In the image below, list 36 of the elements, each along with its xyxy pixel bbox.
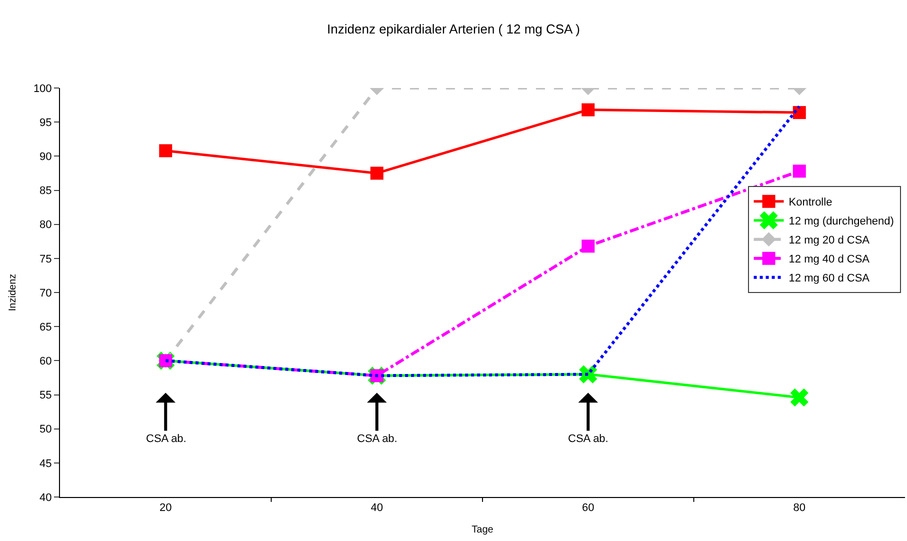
point — [790, 388, 808, 407]
point — [579, 365, 598, 384]
y-tick-label: 40 — [40, 492, 52, 504]
annotation: CSA ab. — [357, 433, 398, 445]
y-tick-label: 60 — [40, 356, 52, 368]
y-tick-label: 45 — [40, 458, 52, 470]
x-tick-label: 60 — [582, 502, 594, 514]
x-tick-label: 20 — [160, 502, 172, 514]
point — [370, 166, 384, 180]
y-tick-label: 95 — [40, 116, 52, 129]
x-tick-label: 80 — [793, 502, 806, 514]
point — [582, 103, 595, 116]
y-tick-label: 85 — [40, 185, 52, 198]
y-tick-label: 75 — [40, 253, 52, 266]
y-tick-label: 70 — [40, 287, 52, 300]
point — [582, 240, 595, 253]
point — [159, 144, 172, 158]
x-axis-title: Tage — [472, 524, 494, 536]
legend-label: 12 mg 40 d CSA — [788, 254, 870, 266]
y-tick-label: 80 — [40, 219, 52, 232]
chart-title: Inzidenz epikardialer Arterien ( 12 mg CSA ) — [327, 21, 580, 36]
annotation: CSA ab. — [146, 433, 186, 445]
x-tick-label: 40 — [370, 502, 384, 514]
y-tick-label: 65 — [40, 321, 52, 334]
y-tick-label: 90 — [40, 151, 52, 164]
legend-label: Kontrolle — [788, 196, 832, 209]
point — [792, 106, 806, 120]
y-tick-label: 55 — [40, 390, 52, 402]
annotation: CSA ab. — [568, 433, 608, 445]
y-axis-title: Inzidenz — [7, 274, 18, 312]
legend-label: 12 mg (durchgehend) — [788, 216, 894, 228]
legend-label: 12 mg 60 d CSA — [788, 272, 870, 285]
y-tick-label: 50 — [40, 424, 52, 436]
y-tick-label: 100 — [33, 82, 52, 95]
legend-label: 12 mg 20 d CSA — [788, 234, 870, 247]
point — [792, 164, 806, 178]
